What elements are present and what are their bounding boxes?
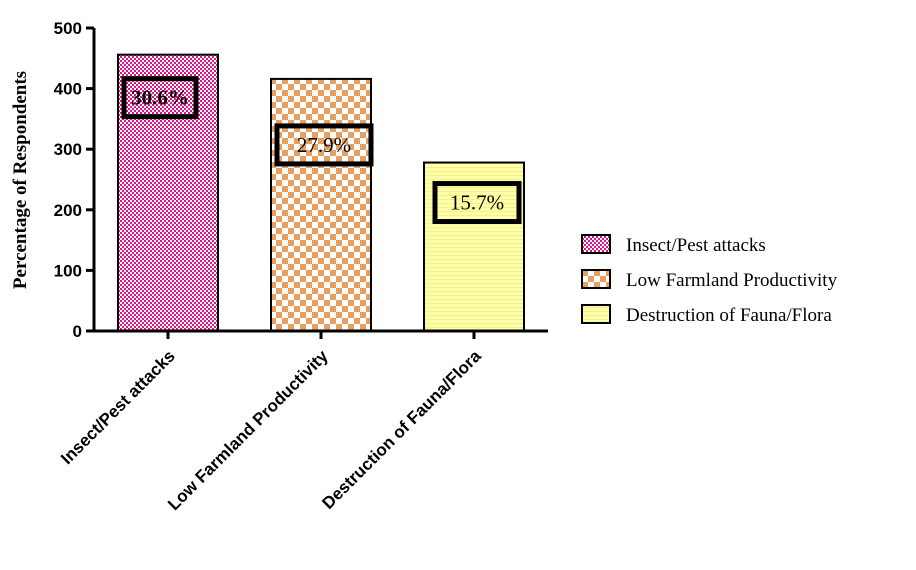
data-label-1: 30.6% — [131, 86, 189, 110]
legend-swatch-1 — [581, 234, 611, 254]
legend-swatch-3 — [581, 304, 611, 324]
plot-area: 30.6% Insect/Pest attacks 27.9% Low Farmlan… — [54, 19, 838, 514]
legend-label-1: Insect/Pest attacks — [626, 235, 766, 256]
x-tick-label-3: Destruction of Fauna/Flora — [318, 346, 485, 513]
y-axis-label: Percentage of Respondents — [10, 71, 31, 289]
y-tick-label-0: 0 — [73, 322, 82, 341]
y-tick-label-200: 200 — [54, 201, 82, 220]
data-label-box-1 — [121, 76, 199, 120]
x-tick-label-1: Insect/Pest attacks — [57, 346, 179, 468]
y-tick-label-100: 100 — [54, 261, 82, 280]
bar-2 — [270, 77, 372, 332]
data-label-box-3 — [432, 181, 522, 225]
legend-label-3: Destruction of Fauna/Flora — [626, 305, 832, 326]
legend-label-2: Low Farmland Productivity — [626, 270, 838, 291]
data-label-3: 15.7% — [450, 191, 504, 215]
legend-swatch-2 — [581, 269, 611, 289]
y-tick-label-500: 500 — [54, 19, 82, 38]
data-label-2: 27.9% — [297, 133, 351, 157]
bar-1 — [117, 53, 219, 332]
bar-3 — [423, 161, 525, 332]
x-tick-label-2: Low Farmland Productivity — [164, 346, 332, 514]
data-label-box-2 — [274, 123, 374, 167]
y-tick-label-400: 400 — [54, 80, 82, 99]
y-tick-label-300: 300 — [54, 140, 82, 159]
